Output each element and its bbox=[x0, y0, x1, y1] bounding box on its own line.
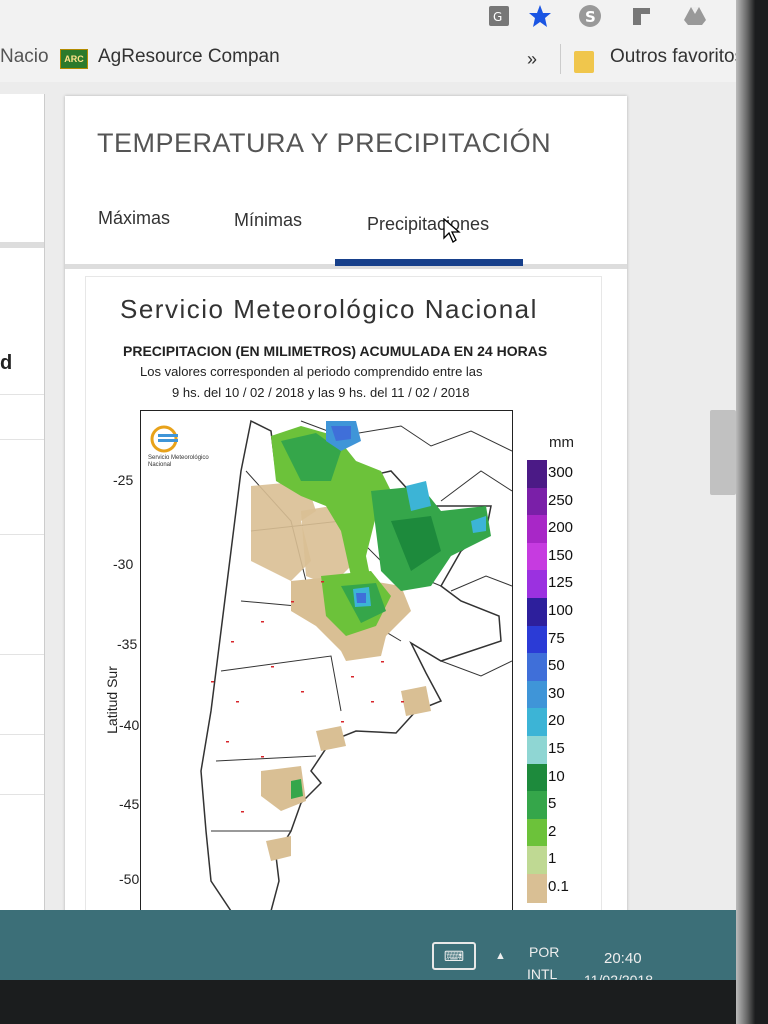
translate-icon[interactable]: G bbox=[487, 4, 511, 28]
keyboard-icon[interactable]: ⌨ bbox=[432, 942, 476, 970]
argentina-map bbox=[200, 419, 512, 927]
legend-label: 250 bbox=[548, 491, 574, 509]
precipitation-map bbox=[140, 410, 513, 932]
legend-swatch bbox=[527, 846, 547, 875]
y-tick: -30 bbox=[113, 556, 134, 572]
legend-swatch bbox=[527, 460, 547, 489]
folder-icon bbox=[574, 51, 594, 73]
divider bbox=[0, 734, 44, 735]
left-panel-text: d bbox=[0, 352, 13, 374]
monitor-bezel-edge bbox=[736, 0, 768, 1024]
tab-underline-track bbox=[65, 264, 627, 269]
divider bbox=[0, 794, 44, 795]
divider bbox=[0, 439, 44, 440]
monitor-bezel bbox=[0, 980, 768, 1024]
tab-maximas[interactable]: Máximas bbox=[98, 208, 171, 228]
legend-swatch bbox=[527, 680, 547, 710]
legend-label: 0.1 bbox=[548, 878, 569, 895]
page-content: d TEMPERATURA Y PRECIPITACIÓN Máximas Mí… bbox=[0, 82, 768, 932]
y-tick: -35 bbox=[117, 636, 138, 652]
legend-label: 100 bbox=[548, 602, 574, 619]
legend-swatch bbox=[527, 598, 547, 627]
bookmarks-overflow-button[interactable]: » bbox=[527, 49, 538, 69]
y-axis-label: Latitud Sur bbox=[103, 666, 120, 734]
tab-minimas[interactable]: Mínimas bbox=[234, 210, 303, 230]
legend-swatch bbox=[527, 653, 547, 682]
arc-logo-icon: ARC bbox=[60, 49, 88, 69]
svg-text:G: G bbox=[493, 10, 502, 24]
legend-swatch bbox=[527, 818, 547, 848]
legend-swatch bbox=[527, 515, 547, 544]
divider bbox=[0, 654, 44, 655]
bookmarks-bar: Nacio ARC AgResource Compan » Outros fav… bbox=[0, 36, 768, 83]
y-tick: -40 bbox=[119, 717, 140, 733]
other-bookmarks[interactable]: Outros favoritos bbox=[610, 46, 745, 67]
tab-precipitaciones[interactable]: Precipitaciones bbox=[367, 214, 490, 234]
legend-swatch bbox=[527, 708, 547, 737]
legend-unit: mm bbox=[549, 434, 574, 451]
y-tick: -50 bbox=[119, 871, 140, 887]
star-icon[interactable] bbox=[528, 4, 552, 28]
legend-label: 75 bbox=[548, 629, 565, 647]
legend-label: 1 bbox=[548, 850, 557, 868]
drive-icon[interactable] bbox=[683, 4, 707, 28]
browser-toolbar: G S bbox=[0, 0, 768, 37]
tray-expand-icon[interactable]: ▲ bbox=[495, 950, 506, 962]
map-subtitle: PRECIPITACION (EN MILIMETROS) ACUMULADA … bbox=[123, 343, 548, 359]
divider bbox=[0, 534, 44, 535]
legend-swatch bbox=[527, 763, 547, 793]
legend-label: 125 bbox=[548, 574, 574, 592]
smn-logo-text: Servicio Meteorológico Nacional bbox=[148, 455, 209, 468]
clock-time[interactable]: 20:40 bbox=[604, 950, 642, 967]
legend-label: 20 bbox=[548, 712, 565, 730]
legend-swatch bbox=[527, 487, 547, 517]
mouse-cursor-icon bbox=[443, 217, 461, 249]
map-period-line2: 9 hs. del 10 / 02 / 2018 y las 9 hs. del… bbox=[172, 385, 470, 400]
scrollbar-thumb[interactable] bbox=[710, 410, 736, 495]
tab-active-indicator bbox=[335, 259, 523, 266]
legend-label: 200 bbox=[548, 519, 574, 537]
divider bbox=[0, 242, 44, 248]
map-period-line1: Los valores corresponden al periodo comp… bbox=[140, 364, 483, 379]
left-panel: d bbox=[0, 94, 45, 924]
y-tick: -25 bbox=[113, 472, 134, 488]
divider bbox=[0, 394, 44, 395]
legend-swatch bbox=[527, 542, 547, 572]
bookmark-nacion[interactable]: Nacio bbox=[0, 46, 49, 67]
svg-text:S: S bbox=[585, 8, 596, 26]
y-tick: -45 bbox=[119, 796, 140, 812]
smn-logo-icon bbox=[150, 425, 178, 453]
legend-label: 5 bbox=[548, 795, 557, 813]
legend-label: 10 bbox=[548, 767, 565, 785]
bookmarks-divider bbox=[560, 44, 561, 74]
legend-label: 50 bbox=[548, 657, 565, 675]
extension-icon[interactable] bbox=[630, 4, 654, 28]
legend-swatch bbox=[527, 570, 547, 599]
legend-label: 2 bbox=[548, 822, 557, 840]
bookmark-agresource[interactable]: AgResource Compan bbox=[98, 46, 280, 67]
legend-label: 150 bbox=[548, 546, 574, 564]
legend-label: 15 bbox=[548, 740, 565, 757]
legend-swatch bbox=[527, 736, 547, 765]
map-header: Servicio Meteorológico Nacional bbox=[120, 294, 538, 324]
skype-icon[interactable]: S bbox=[578, 4, 602, 28]
legend-swatch bbox=[527, 874, 547, 903]
legend-swatch bbox=[527, 791, 547, 820]
taskbar bbox=[0, 910, 768, 980]
legend-label: 30 bbox=[548, 684, 565, 702]
input-language-code[interactable]: POR bbox=[529, 944, 560, 960]
card-title: TEMPERATURA Y PRECIPITACIÓN bbox=[97, 128, 552, 158]
input-language-variant[interactable]: INTL bbox=[527, 966, 558, 982]
legend-swatch bbox=[527, 625, 547, 655]
legend-label: 300 bbox=[548, 464, 574, 481]
